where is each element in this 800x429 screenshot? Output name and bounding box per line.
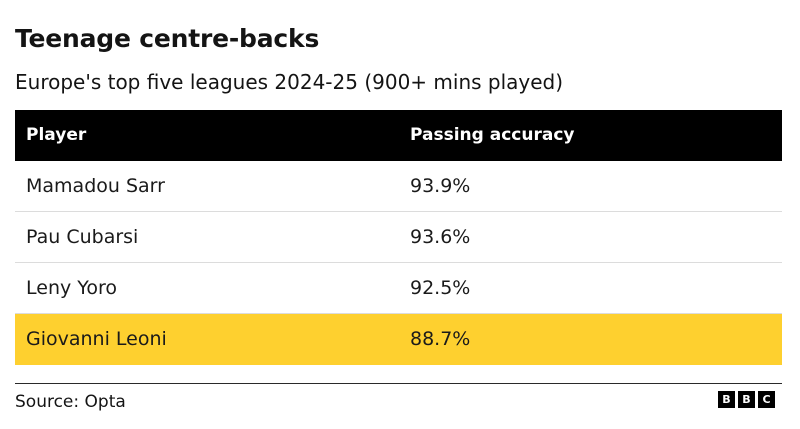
player-name: Leny Yoro [26, 277, 117, 299]
table-row: Pau Cubarsi 93.6% [15, 212, 782, 263]
logo-letter: B [738, 391, 755, 408]
footer-divider [15, 383, 782, 384]
passing-accuracy-value: 88.7% [410, 328, 471, 350]
table-row: Mamadou Sarr 93.9% [15, 161, 782, 212]
passing-accuracy-value: 93.6% [410, 226, 471, 248]
source-note: Source: Opta [15, 392, 126, 412]
logo-letter: C [758, 391, 775, 408]
data-table: Player Passing accuracy Mamadou Sarr 93.… [15, 110, 782, 365]
logo-letter: B [718, 391, 735, 408]
player-name: Pau Cubarsi [26, 226, 139, 248]
chart-title: Teenage centre-backs [15, 24, 320, 53]
passing-accuracy-value: 92.5% [410, 277, 471, 299]
chart-subtitle: Europe's top five leagues 2024-25 (900+ … [15, 70, 564, 94]
table-row: Leny Yoro 92.5% [15, 263, 782, 314]
player-name: Giovanni Leoni [26, 328, 167, 350]
column-header-passing-accuracy: Passing accuracy [410, 125, 575, 145]
column-header-player: Player [26, 125, 87, 145]
table-header: Player Passing accuracy [15, 110, 782, 161]
table-row-highlighted: Giovanni Leoni 88.7% [15, 314, 782, 365]
player-name: Mamadou Sarr [26, 175, 165, 197]
bbc-logo: B B C [718, 391, 775, 408]
passing-accuracy-value: 93.9% [410, 175, 471, 197]
